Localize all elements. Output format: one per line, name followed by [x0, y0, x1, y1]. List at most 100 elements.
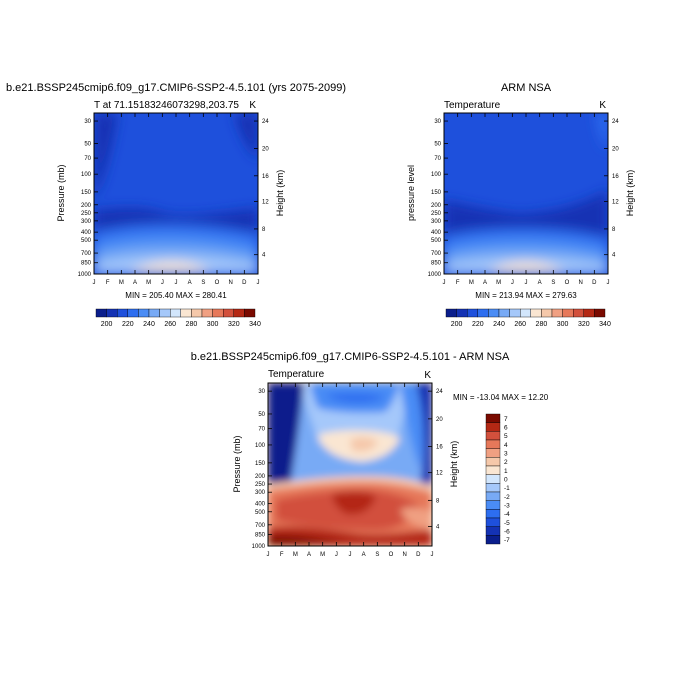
x-tick-label: N — [578, 280, 582, 286]
panel-diff-right-label: Height (km) — [449, 441, 459, 488]
colorbar-label: 5 — [504, 433, 508, 440]
y-tick-label: 1000 — [428, 272, 442, 278]
colorbar-box — [562, 308, 574, 318]
y-tick-label: 850 — [431, 261, 442, 267]
panel-obs-stats: MIN = 213.94 MAX = 279.63 — [475, 291, 577, 300]
colorbar-label: 280 — [536, 321, 548, 328]
colorbar-box — [244, 308, 256, 318]
panel-diff-colorbar: 7 65 4 32 1 0-1 -2 -3-4 -5 -6-7 — [485, 413, 510, 545]
x-tick-label: D — [242, 280, 247, 286]
panel-diff-units: K — [424, 370, 431, 381]
colorbar-label: -7 — [504, 537, 510, 544]
colorbar-label: 6 — [504, 425, 508, 432]
height-tick-label: 8 — [612, 227, 616, 233]
y-tick-label: 100 — [255, 443, 266, 449]
colorbar-box — [233, 308, 245, 318]
panel-model-stats: MIN = 205.40 MAX = 280.41 — [125, 291, 227, 300]
panel-obs-field — [444, 113, 608, 274]
colorbar-label: 4 — [504, 442, 508, 449]
colorbar-box — [116, 308, 128, 318]
y-tick-label: 850 — [81, 261, 92, 267]
y-tick-label: 30 — [258, 389, 265, 395]
y-tick-label: 200 — [431, 203, 442, 209]
x-tick-label: J — [443, 280, 446, 286]
panel-model: b.e21.BSSP245cmip6.f09_g17.CMIP6-SSP2-4.… — [6, 82, 346, 328]
y-tick-label: 30 — [84, 119, 91, 125]
colorbar-label: 320 — [578, 321, 590, 328]
y-tick-label: 850 — [255, 533, 266, 539]
height-tick-label: 12 — [436, 471, 443, 477]
x-tick-label: N — [402, 552, 406, 558]
x-tick-label: J — [431, 552, 434, 558]
y-tick-label: 250 — [431, 211, 442, 217]
colorbar-box — [95, 308, 107, 318]
y-tick-label: 500 — [81, 238, 92, 244]
panel-diff: b.e21.BSSP245cmip6.f09_g17.CMIP6-SSP2-4.… — [191, 351, 549, 558]
colorbar-box — [485, 483, 501, 493]
x-tick-label: J — [267, 552, 270, 558]
x-tick-label: A — [362, 552, 366, 558]
colorbar-box — [191, 308, 203, 318]
colorbar-box — [541, 308, 553, 318]
y-tick-label: 50 — [434, 142, 441, 148]
x-tick-label: M — [146, 280, 151, 286]
x-tick-label: J — [257, 280, 260, 286]
colorbar-box — [127, 308, 139, 318]
colorbar-box — [485, 509, 501, 519]
y-tick-label: 150 — [255, 461, 266, 467]
x-tick-label: D — [592, 280, 597, 286]
x-tick-label: D — [416, 552, 421, 558]
panel-obs-right-label: Height (km) — [625, 170, 635, 217]
y-tick-label: 1000 — [78, 272, 92, 278]
colorbar-box — [485, 465, 501, 475]
height-tick-label: 12 — [612, 200, 619, 206]
panel-diff-stats: MIN = -13.04 MAX = 12.20 — [453, 393, 549, 402]
x-tick-label: A — [538, 280, 542, 286]
colorbar-box — [485, 457, 501, 467]
y-tick-label: 300 — [431, 219, 442, 225]
x-tick-label: M — [320, 552, 325, 558]
height-tick-label: 20 — [612, 146, 619, 152]
height-tick-label: 8 — [436, 498, 440, 504]
colorbar-box — [180, 308, 192, 318]
height-tick-label: 8 — [262, 227, 266, 233]
colorbar-label: 220 — [472, 321, 484, 328]
x-tick-label: N — [228, 280, 232, 286]
colorbar-box — [485, 431, 501, 441]
colorbar-box — [485, 413, 501, 423]
colorbar-box — [477, 308, 489, 318]
colorbar-box — [222, 308, 234, 318]
y-tick-label: 150 — [431, 190, 442, 196]
panel-model-left-label: T at 71.15183246073298,203.75 — [94, 100, 239, 111]
y-tick-label: 70 — [258, 427, 265, 433]
y-tick-label: 250 — [81, 211, 92, 217]
colorbar-box — [509, 308, 521, 318]
colorbar-box — [212, 308, 224, 318]
colorbar-box — [485, 448, 501, 458]
panel-obs-colorbar: 200 220 240 260 280 300 320 340 — [445, 308, 611, 328]
x-tick-label: J — [511, 280, 514, 286]
x-tick-label: J — [175, 280, 178, 286]
y-tick-label: 400 — [431, 230, 442, 236]
colorbar-label: 300 — [207, 321, 219, 328]
y-tick-label: 70 — [434, 156, 441, 162]
height-tick-label: 4 — [436, 524, 440, 530]
colorbar-box — [551, 308, 563, 318]
y-tick-label: 250 — [255, 482, 266, 488]
height-tick-label: 16 — [612, 174, 619, 180]
colorbar-label: 200 — [101, 321, 113, 328]
colorbar-box — [530, 308, 542, 318]
panel-obs-ylabel: pressure level — [406, 165, 416, 221]
x-tick-label: F — [280, 552, 284, 558]
colorbar-label: 260 — [164, 321, 176, 328]
colorbar-label: 320 — [228, 321, 240, 328]
panel-diff-ylabel: Pressure (mb) — [232, 435, 242, 492]
x-tick-label: F — [456, 280, 460, 286]
height-tick-label: 24 — [612, 119, 619, 125]
colorbar-label: 300 — [557, 321, 569, 328]
colorbar-box — [467, 308, 479, 318]
colorbar-label: -3 — [504, 503, 510, 510]
colorbar-label: -1 — [504, 485, 510, 492]
panel-model-ylabel: Pressure (mb) — [56, 164, 66, 221]
